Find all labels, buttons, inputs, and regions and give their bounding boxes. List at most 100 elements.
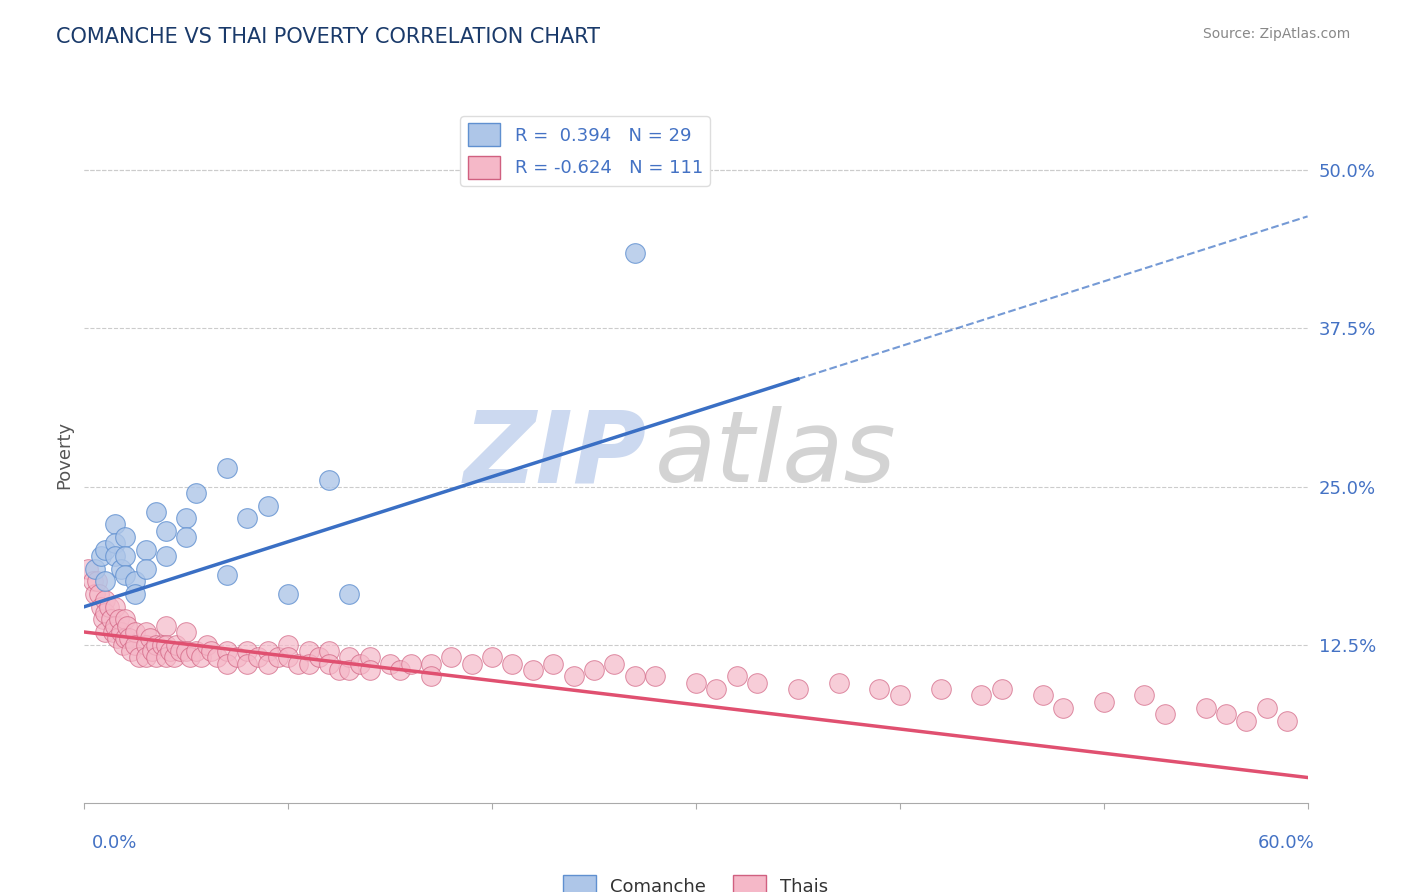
Point bbox=[991, 681, 1014, 696]
Y-axis label: Poverty: Poverty bbox=[55, 421, 73, 489]
Point bbox=[141, 644, 163, 658]
Point bbox=[725, 669, 748, 683]
Point bbox=[543, 657, 565, 671]
Point bbox=[93, 606, 115, 620]
Point bbox=[83, 587, 105, 601]
Point bbox=[277, 638, 299, 652]
Point bbox=[155, 638, 177, 652]
Point bbox=[145, 505, 167, 519]
Point bbox=[114, 632, 136, 646]
Point bbox=[100, 612, 122, 626]
Point bbox=[77, 562, 100, 576]
Point bbox=[869, 681, 891, 696]
Point bbox=[522, 663, 544, 677]
Point bbox=[135, 625, 157, 640]
Point bbox=[118, 632, 141, 646]
Point bbox=[339, 650, 360, 665]
Point bbox=[114, 612, 136, 626]
Point bbox=[704, 681, 728, 696]
Text: ZIP: ZIP bbox=[464, 407, 647, 503]
Point bbox=[267, 650, 290, 665]
Point bbox=[481, 650, 503, 665]
Point bbox=[145, 638, 167, 652]
Point bbox=[90, 599, 112, 614]
Point bbox=[104, 517, 127, 532]
Point bbox=[236, 511, 259, 525]
Point bbox=[624, 669, 647, 683]
Point bbox=[163, 650, 186, 665]
Point bbox=[124, 587, 146, 601]
Point bbox=[174, 644, 197, 658]
Point bbox=[135, 638, 157, 652]
Point bbox=[1275, 714, 1298, 728]
Point bbox=[562, 669, 585, 683]
Point bbox=[420, 657, 443, 671]
Point bbox=[1195, 701, 1218, 715]
Point bbox=[217, 568, 239, 582]
Point bbox=[105, 632, 128, 646]
Point bbox=[135, 650, 157, 665]
Point bbox=[298, 644, 321, 658]
Point bbox=[217, 644, 239, 658]
Point bbox=[236, 657, 259, 671]
Point bbox=[1215, 707, 1237, 722]
Point bbox=[217, 460, 239, 475]
Point bbox=[644, 669, 666, 683]
Point bbox=[115, 618, 138, 632]
Point bbox=[155, 549, 177, 563]
Point bbox=[174, 511, 197, 525]
Point bbox=[349, 657, 371, 671]
Text: 60.0%: 60.0% bbox=[1258, 834, 1315, 852]
Point bbox=[970, 688, 993, 702]
Point bbox=[501, 657, 523, 671]
Point bbox=[90, 549, 112, 563]
Point bbox=[155, 524, 177, 538]
Point bbox=[420, 669, 443, 683]
Point bbox=[318, 644, 340, 658]
Point bbox=[104, 536, 127, 550]
Point bbox=[124, 625, 146, 640]
Point bbox=[399, 657, 422, 671]
Point bbox=[318, 657, 340, 671]
Point bbox=[124, 638, 146, 652]
Point bbox=[1092, 695, 1115, 709]
Point bbox=[135, 542, 157, 557]
Point bbox=[747, 675, 769, 690]
Point bbox=[86, 574, 108, 589]
Point bbox=[150, 638, 173, 652]
Point bbox=[93, 574, 115, 589]
Text: COMANCHE VS THAI POVERTY CORRELATION CHART: COMANCHE VS THAI POVERTY CORRELATION CHA… bbox=[56, 27, 600, 46]
Point bbox=[277, 650, 299, 665]
Point bbox=[124, 574, 146, 589]
Point bbox=[128, 650, 150, 665]
Point bbox=[93, 593, 115, 607]
Point bbox=[440, 650, 463, 665]
Point bbox=[179, 650, 201, 665]
Point bbox=[1256, 701, 1278, 715]
Point bbox=[624, 245, 647, 260]
Point bbox=[359, 663, 381, 677]
Point bbox=[108, 612, 131, 626]
Point bbox=[257, 499, 280, 513]
Point bbox=[1153, 707, 1175, 722]
Point bbox=[685, 675, 707, 690]
Point bbox=[1052, 701, 1074, 715]
Point bbox=[114, 549, 136, 563]
Point bbox=[110, 562, 132, 576]
Point bbox=[104, 599, 127, 614]
Legend: Comanche, Thais: Comanche, Thais bbox=[557, 868, 835, 892]
Point bbox=[200, 644, 222, 658]
Point bbox=[246, 650, 269, 665]
Point bbox=[112, 638, 135, 652]
Text: Source: ZipAtlas.com: Source: ZipAtlas.com bbox=[1202, 27, 1350, 41]
Point bbox=[138, 632, 160, 646]
Point bbox=[1234, 714, 1257, 728]
Point bbox=[101, 625, 124, 640]
Point bbox=[114, 568, 136, 582]
Point bbox=[298, 657, 321, 671]
Point bbox=[1032, 688, 1054, 702]
Point bbox=[226, 650, 249, 665]
Point bbox=[91, 612, 114, 626]
Text: 0.0%: 0.0% bbox=[91, 834, 136, 852]
Point bbox=[190, 650, 212, 665]
